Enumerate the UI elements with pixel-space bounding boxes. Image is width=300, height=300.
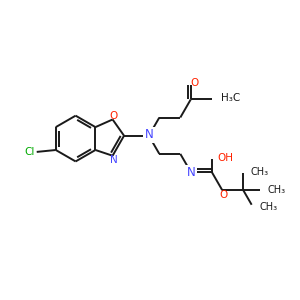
Text: CH₃: CH₃ xyxy=(259,202,278,212)
Text: CH₃: CH₃ xyxy=(268,185,286,195)
Text: N: N xyxy=(145,128,153,141)
Text: CH₃: CH₃ xyxy=(251,167,269,176)
Text: N: N xyxy=(110,155,117,166)
Text: O: O xyxy=(110,111,118,121)
Text: OH: OH xyxy=(218,154,233,164)
Text: Cl: Cl xyxy=(25,147,35,157)
Text: H₃C: H₃C xyxy=(221,93,241,103)
Text: O: O xyxy=(219,190,227,200)
Text: O: O xyxy=(190,78,199,88)
Text: N: N xyxy=(186,167,195,179)
